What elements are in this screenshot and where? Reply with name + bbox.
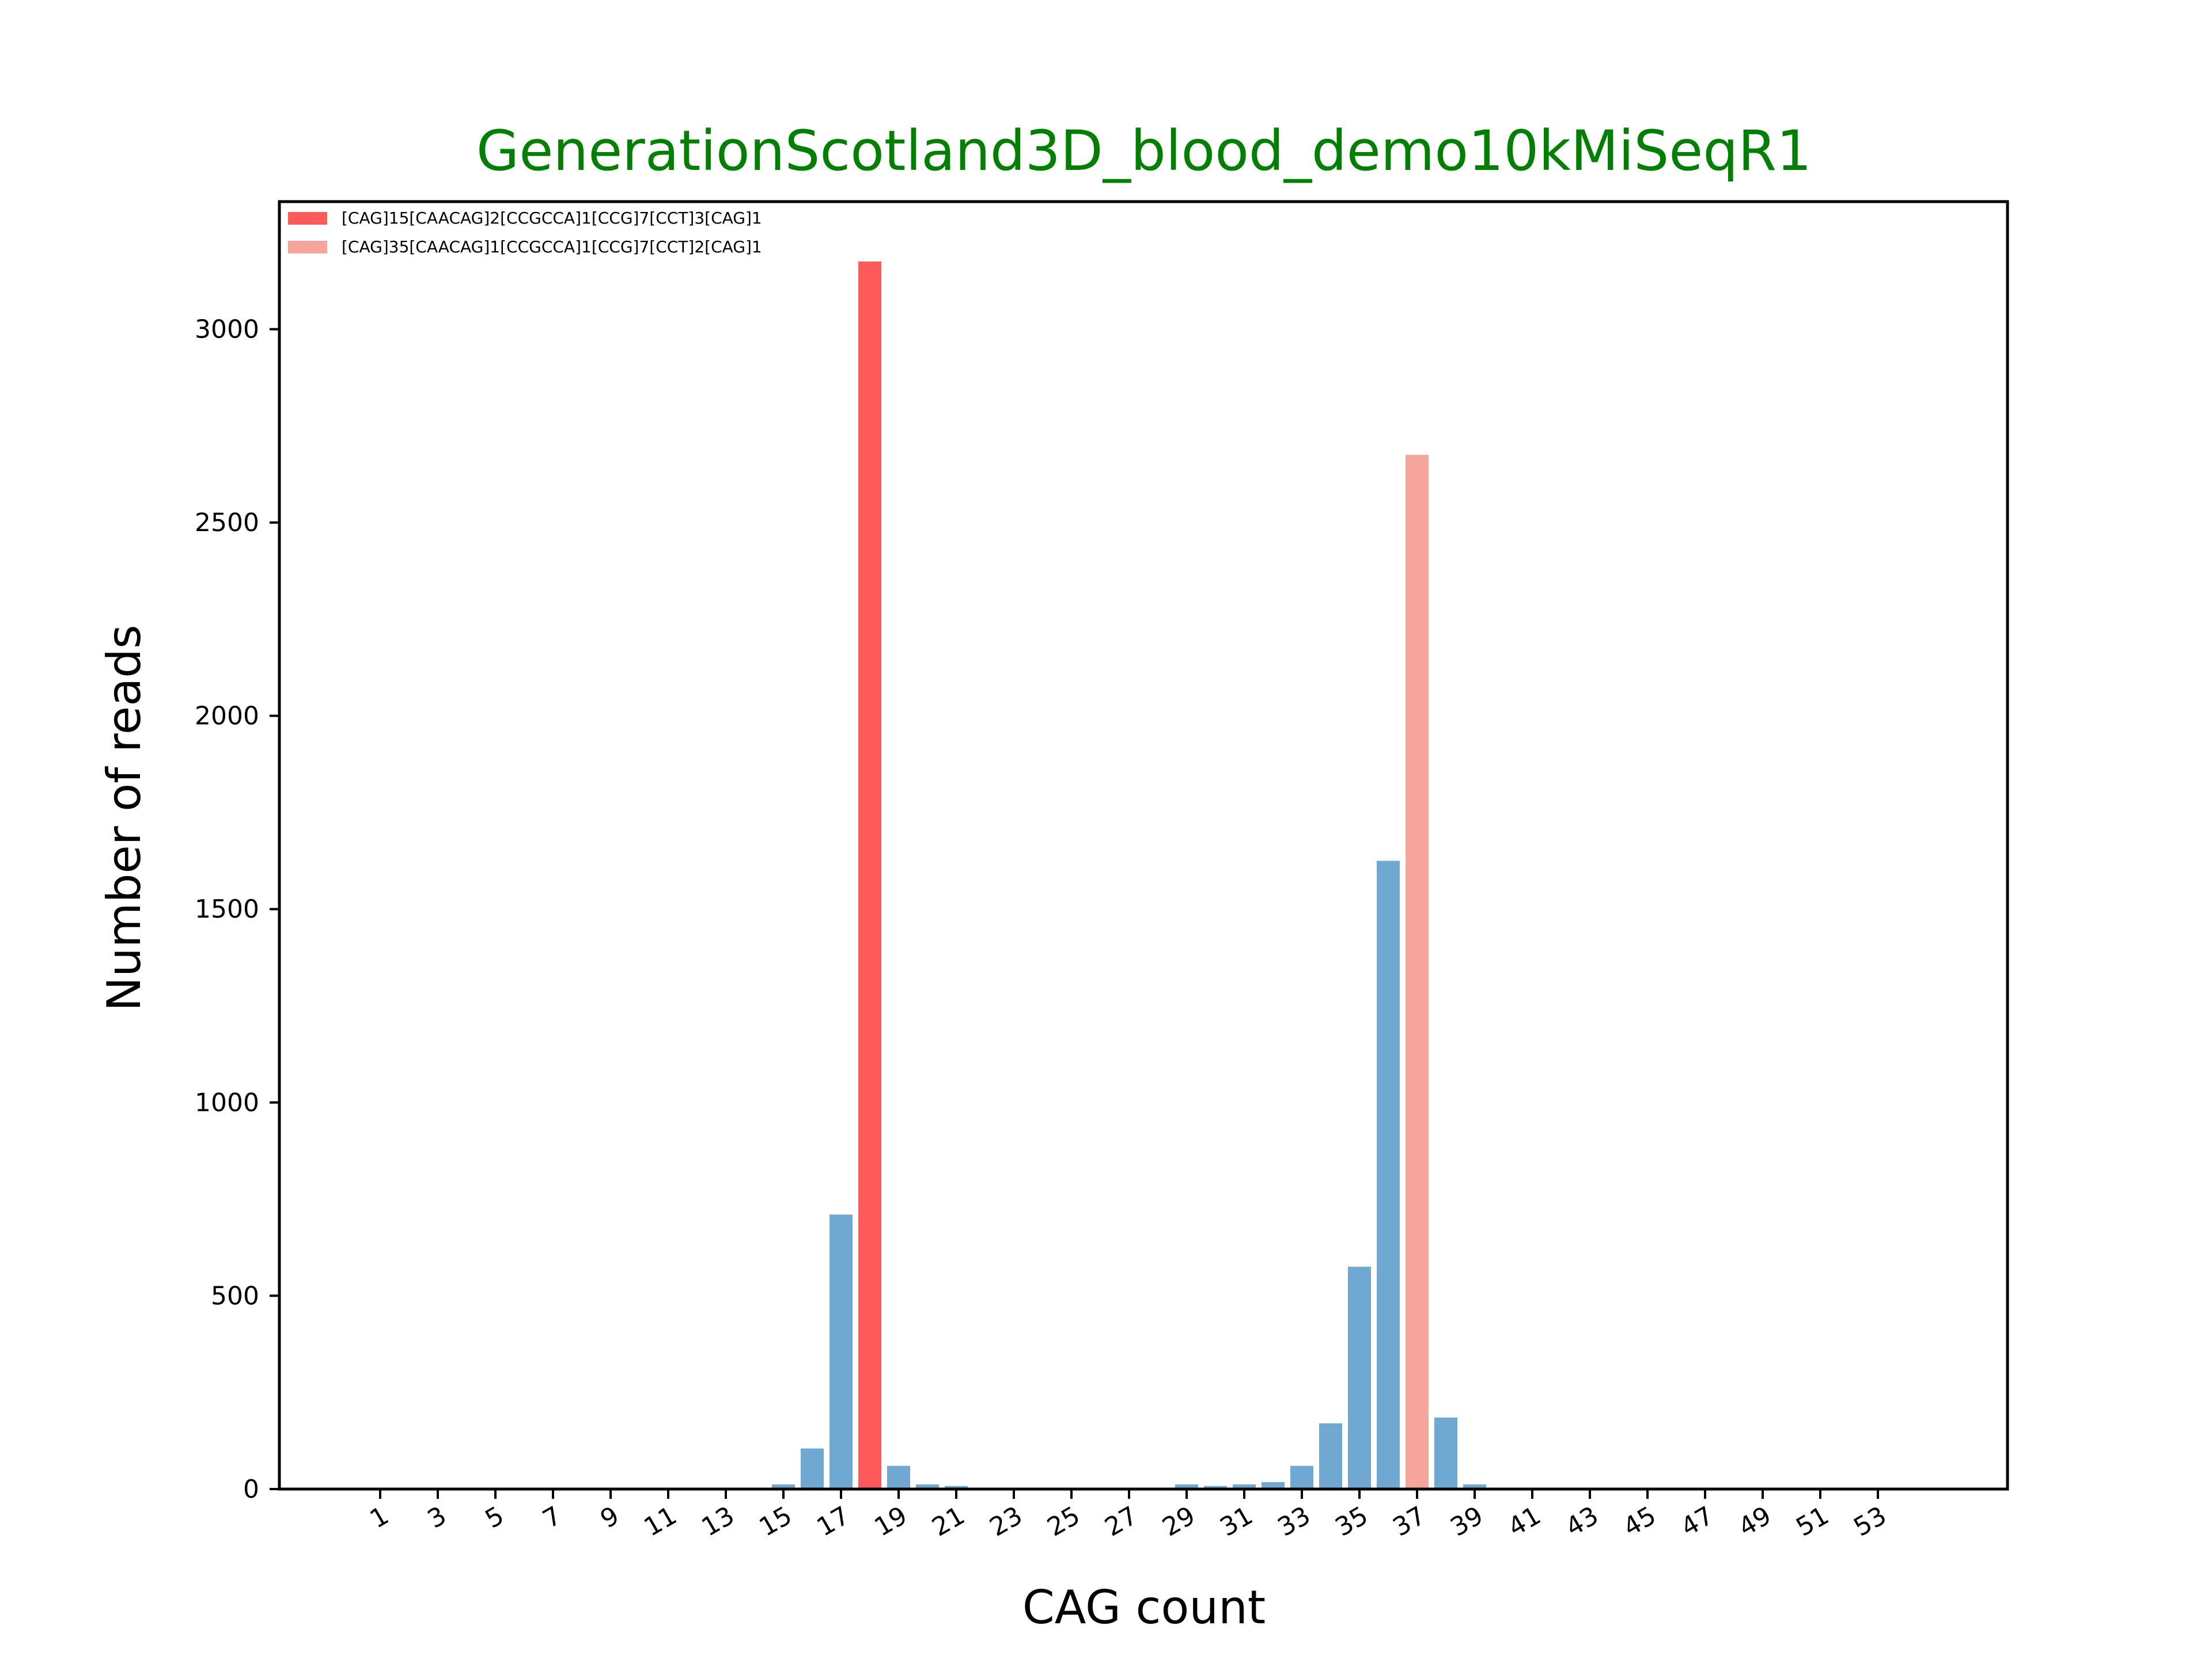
x-tick-label: 11 (639, 1501, 682, 1542)
x-tick-label: 9 (596, 1501, 624, 1534)
bar-cag-16 (801, 1448, 824, 1489)
x-tick-label: 35 (1331, 1501, 1373, 1542)
x-tick-label: 23 (985, 1501, 1028, 1542)
x-tick-label: 19 (870, 1501, 912, 1542)
x-tick-label: 49 (1734, 1501, 1777, 1542)
x-tick-label: 39 (1446, 1501, 1488, 1542)
y-axis-label: Number of reads (97, 624, 151, 1011)
bar-cag-34 (1319, 1423, 1342, 1489)
y-tick-label: 3000 (195, 315, 259, 344)
x-tick-label: 41 (1503, 1501, 1546, 1542)
bar-cag-36 (1377, 861, 1400, 1489)
bar-cag-32 (1262, 1482, 1285, 1489)
x-tick-label: 1 (365, 1501, 394, 1534)
bar-cag-37 (1406, 454, 1429, 1489)
x-tick-label: 43 (1561, 1501, 1604, 1542)
bar-cag-17 (830, 1214, 853, 1489)
bar-cag-19 (887, 1465, 910, 1489)
bar-cag-33 (1290, 1465, 1313, 1489)
bar-cag-29 (1175, 1484, 1198, 1489)
x-tick-label: 45 (1619, 1501, 1661, 1542)
x-tick-label: 51 (1791, 1501, 1834, 1542)
bar-cag-31 (1233, 1484, 1256, 1489)
plot-area (772, 262, 1486, 1490)
x-tick-label: 21 (927, 1501, 970, 1542)
bar-cag-30 (1204, 1486, 1227, 1489)
bar-cag-18 (858, 262, 881, 1490)
legend-swatch (288, 241, 327, 253)
legend-entry: [CAG]35[CAACAG]1[CCGCCA]1[CCG]7[CCT]2[CA… (342, 237, 762, 256)
bar-cag-35 (1348, 1267, 1371, 1489)
x-tick-label: 5 (480, 1501, 509, 1534)
x-tick-label: 53 (1849, 1501, 1892, 1542)
axes-frame (278, 200, 2009, 1491)
x-tick-label: 13 (697, 1501, 740, 1542)
x-tick-label: 17 (812, 1501, 855, 1542)
y-tick-label: 500 (211, 1281, 259, 1310)
x-axis-ticks: 1 3 5 7 9 11 13 15 17 19 21 23 25 27 29 31 33 35 37 39 41 43 4… (365, 1489, 1892, 1543)
legend: [CAG]15[CAACAG]2[CCGCCA]1[CCG]7[CCT]3[CA… (288, 209, 762, 256)
bar-cag-38 (1434, 1417, 1457, 1489)
chart-title: GenerationScotland3D_blood_demo10kMiSeqR… (476, 119, 1812, 183)
y-tick-label: 1000 (195, 1088, 259, 1118)
y-tick-label: 2000 (195, 702, 259, 731)
bar-cag-39 (1463, 1484, 1486, 1489)
legend-swatch (288, 212, 327, 225)
y-tick-label: 0 (243, 1475, 259, 1504)
bar-cag-21 (945, 1486, 968, 1489)
x-tick-label: 15 (755, 1501, 797, 1542)
bar-cag-20 (916, 1484, 939, 1489)
x-tick-label: 25 (1043, 1501, 1085, 1542)
legend-entry: [CAG]15[CAACAG]2[CCGCCA]1[CCG]7[CCT]3[CA… (342, 209, 762, 228)
x-tick-label: 7 (538, 1501, 567, 1534)
x-axis-label: CAG count (1022, 1581, 1266, 1634)
x-tick-label: 37 (1388, 1501, 1431, 1542)
y-tick-label: 2500 (195, 508, 259, 537)
x-tick-label: 33 (1273, 1501, 1316, 1542)
y-tick-label: 1500 (195, 895, 259, 924)
x-tick-label: 29 (1158, 1501, 1200, 1542)
x-tick-label: 27 (1100, 1501, 1143, 1542)
x-tick-label: 47 (1676, 1501, 1719, 1542)
x-tick-label: 3 (423, 1501, 452, 1534)
bar-cag-15 (772, 1484, 795, 1489)
x-tick-label: 31 (1215, 1501, 1258, 1542)
y-axis-ticks: 0 500 1000 1500 2000 2500 3000 (195, 315, 279, 1504)
